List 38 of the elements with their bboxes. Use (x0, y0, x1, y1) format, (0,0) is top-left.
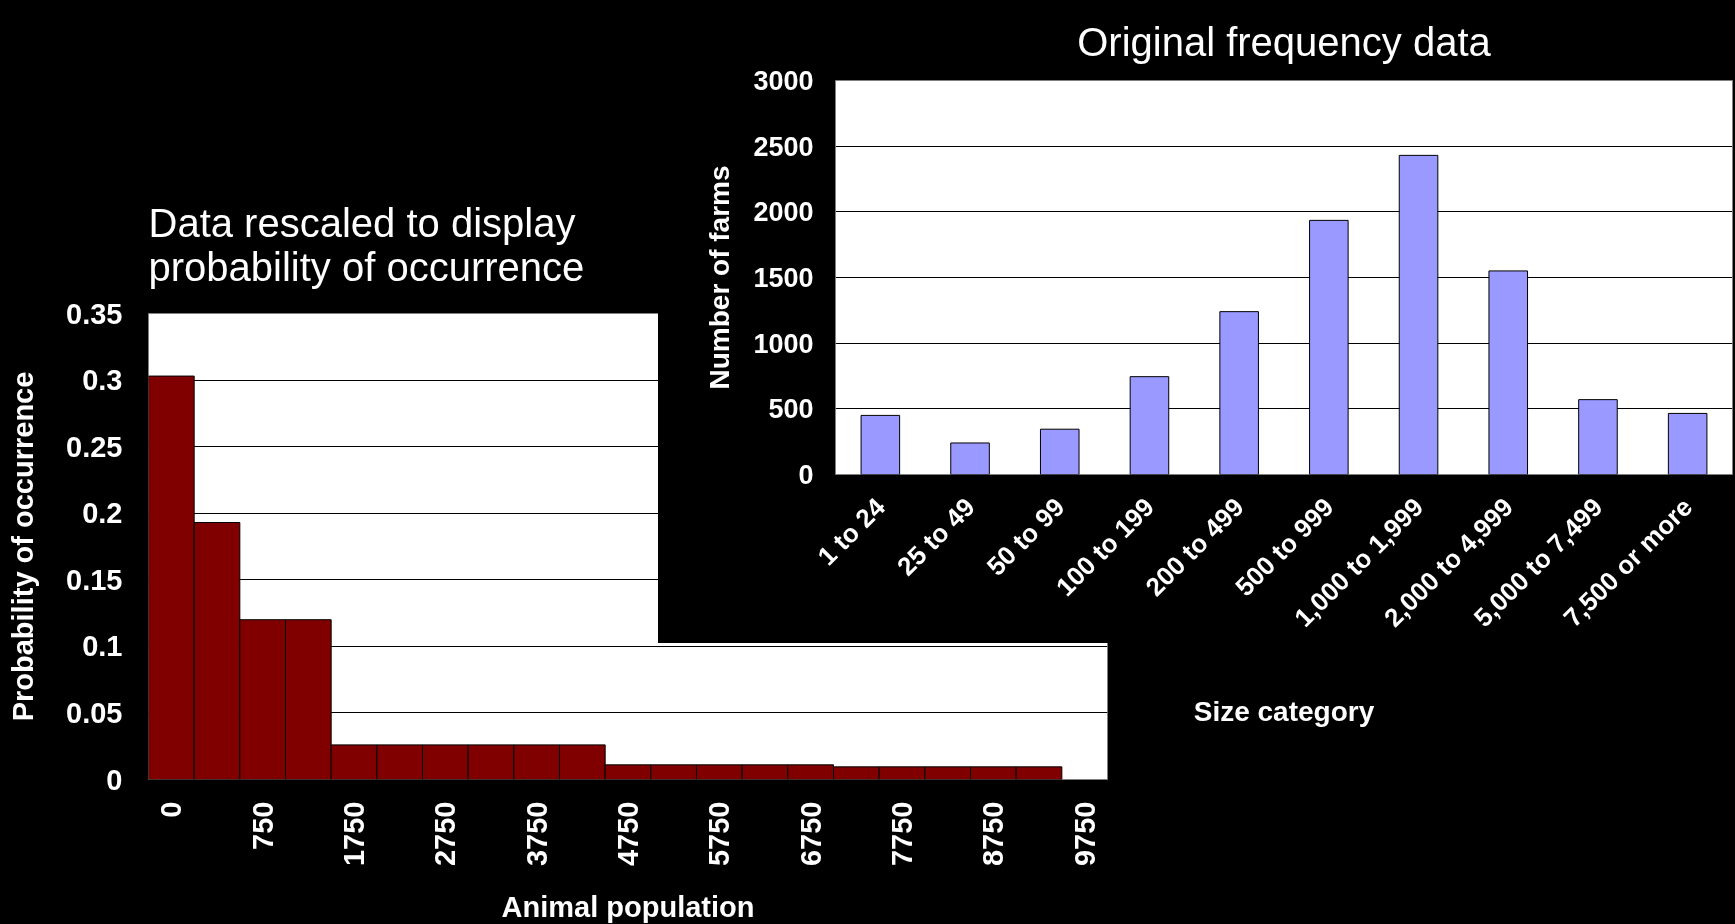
bar (950, 442, 990, 475)
x-tick-label: 4750 (612, 801, 644, 867)
y-tick-label: 0.35 (66, 297, 123, 330)
x-axis-title: Size category (1193, 696, 1375, 728)
x-axis-title: Animal population (501, 891, 755, 924)
x-tick-label: 2750 (429, 801, 462, 867)
y-tick-label: 0 (106, 763, 123, 796)
y-tick-label: 500 (768, 394, 814, 425)
x-tick-label: 9750 (1068, 801, 1101, 867)
chart-title: Data rescaled to display probability of occurrence (148, 200, 585, 289)
y-tick-label: 0.2 (82, 497, 123, 530)
y-tick-label: 0.05 (66, 696, 123, 729)
y-tick-label: 3000 (753, 66, 814, 96)
bar (1667, 412, 1708, 475)
bar (1039, 428, 1080, 475)
y-tick-label: 2000 (753, 197, 814, 228)
x-tick-label: 3750 (520, 801, 553, 867)
chart-title: Original frequency data (1077, 19, 1492, 64)
y-tick-label: 0.3 (82, 364, 123, 397)
x-tick-label: 750 (246, 801, 279, 850)
y-tick-label: 0.1 (82, 630, 123, 663)
bar (860, 414, 901, 475)
y-axis-title: Number of farms (704, 165, 736, 390)
x-tick-label: 0 (155, 801, 188, 818)
y-tick-label: 1500 (753, 263, 814, 293)
y-tick-label: 0.25 (66, 430, 123, 463)
x-tick-label: 8750 (977, 801, 1010, 867)
x-tick-label: 1 to 24 (811, 491, 892, 572)
y-axis-title: Probability of occurrence (7, 371, 40, 722)
x-tick-label: 6750 (794, 801, 827, 867)
y-tick-label: 0 (798, 460, 814, 490)
x-tick-label: 25 to 49 (890, 491, 981, 582)
x-tick-label: 1750 (338, 801, 370, 867)
x-tick-label: 7750 (886, 801, 918, 867)
y-tick-label: 0.15 (66, 563, 123, 596)
y-tick-label: 1000 (753, 328, 814, 359)
y-tick-label: 2500 (753, 131, 814, 162)
x-tick-label: 5750 (703, 801, 736, 867)
